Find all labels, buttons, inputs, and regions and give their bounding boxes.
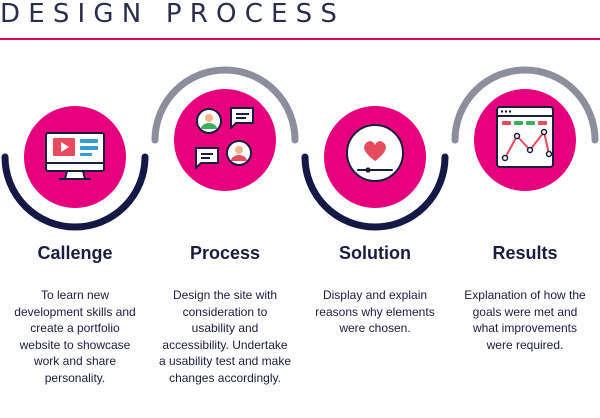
step-1-description: To learn new development skills and crea… (14, 288, 136, 385)
step-3-arc (301, 153, 449, 231)
step-2-description: Design the site with consideration to us… (158, 288, 292, 385)
step-4-arc (451, 66, 599, 144)
step-4-title: Results (492, 243, 558, 263)
step-4-graphic (451, 66, 599, 191)
page-title: DESIGN PROCESS (0, 0, 346, 29)
heart-slider-icon (346, 124, 404, 182)
step-2-graphic (151, 66, 299, 191)
step-1-graphic (1, 106, 149, 231)
user-chat-icon (195, 107, 254, 169)
step-4-description: Explanation of how the goals were met an… (464, 288, 586, 352)
step-1-title: Callenge (37, 243, 113, 263)
step-2-title: Process (189, 243, 261, 263)
step-3-graphic (301, 106, 449, 231)
step-2-circle (174, 89, 276, 191)
video-monitor-icon (45, 132, 105, 180)
step-3-title: Solution (339, 243, 411, 263)
title-divider (0, 38, 600, 40)
step-2-arc (151, 66, 299, 144)
step-1-arc (1, 153, 149, 231)
analytics-chart-icon (496, 106, 554, 168)
step-3-description: Display and explain reasons why elements… (315, 288, 435, 336)
